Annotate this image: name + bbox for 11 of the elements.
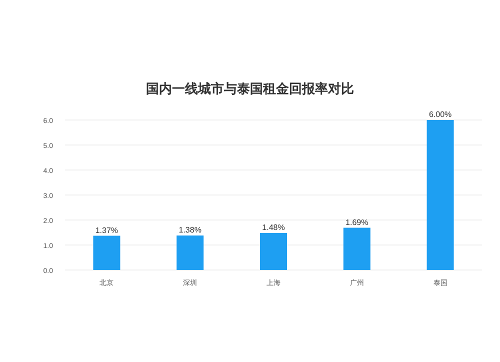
bar [343, 228, 370, 270]
bar [260, 233, 287, 270]
data-label: 1.37% [95, 226, 118, 235]
bar [426, 120, 454, 270]
bar [93, 236, 120, 270]
data-label: 1.38% [178, 226, 202, 234]
bar [176, 236, 204, 270]
chart-title: 国内一线城市与泰国租金回报率对比 [146, 81, 354, 96]
data-label: 6.00% [428, 110, 452, 119]
data-label: 1.48% [262, 223, 285, 232]
data-label: 1.69% [346, 218, 368, 227]
